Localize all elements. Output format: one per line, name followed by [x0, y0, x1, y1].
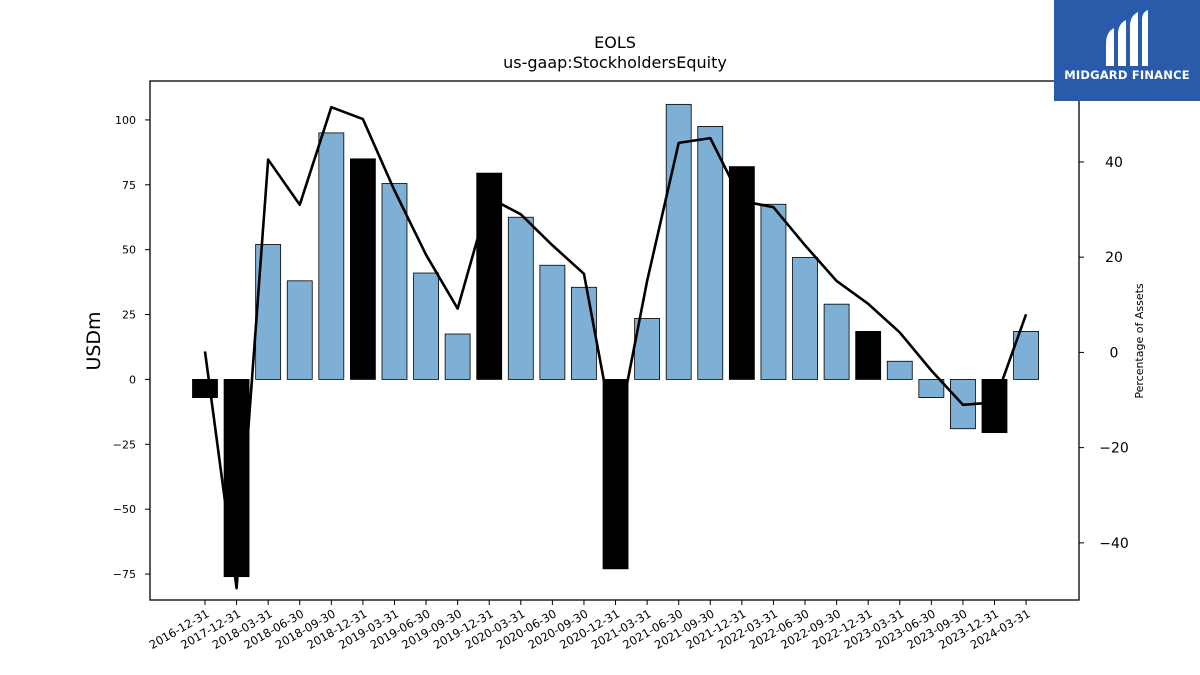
bar-2020-06-30 — [539, 264, 566, 380]
bar-2022-09-30 — [823, 303, 850, 380]
y-tick-label: −25 — [113, 438, 136, 451]
brand-logo: MIDGARD FINANCE — [1054, 0, 1200, 101]
brand-name: MIDGARD FINANCE — [1064, 68, 1190, 82]
midgard-logo-icon — [1106, 10, 1148, 66]
y2-tick-label: 0 — [1110, 345, 1119, 361]
y-tick-label: 0 — [129, 373, 136, 386]
y-tick-label: −50 — [113, 503, 136, 516]
bar-2019-06-30 — [413, 272, 439, 380]
bar-2020-03-31 — [507, 216, 534, 380]
y-tick-label: −75 — [113, 568, 136, 581]
chart-subtitle: us-gaap:StockholdersEquity — [503, 53, 727, 72]
bar-2020-09-30 — [571, 286, 597, 380]
bar-2018-09-30 — [318, 132, 345, 380]
y2-tick-label: −40 — [1099, 536, 1129, 552]
y-tick-label: 25 — [122, 309, 136, 322]
series-line-percentage-of-assets — [203, 105, 1028, 590]
bar-2021-06-30 — [665, 103, 692, 380]
y-tick-label: 75 — [122, 179, 136, 192]
plot-frame — [149, 80, 1080, 601]
bar-2023-03-31 — [886, 360, 913, 380]
bar-2022-12-31 — [855, 331, 882, 380]
bar-2019-09-30 — [444, 333, 471, 380]
bar-2023-06-30 — [918, 379, 945, 398]
bar-2023-12-31 — [981, 379, 1008, 434]
y2-axis-label: Percentage of Assets — [1133, 283, 1146, 399]
y2-tick-label: −20 — [1099, 441, 1129, 457]
bar-2018-06-30 — [286, 280, 313, 380]
bars-group — [192, 103, 1039, 578]
y2-axis-ticks: −40 −20 0 20 40 — [1079, 155, 1129, 552]
x-axis-ticks: 2016-12-312017-12-312018-03-312018-06-30… — [147, 600, 1033, 652]
y-axis-ticks: −75 −50 −25 0 25 50 75 100 — [113, 114, 150, 581]
bar-2021-09-30 — [697, 126, 724, 380]
y-tick-label: 100 — [115, 114, 136, 127]
y2-tick-label: 20 — [1105, 250, 1123, 266]
bar-2019-12-31 — [476, 172, 503, 380]
y2-tick-label: 40 — [1105, 155, 1123, 171]
bar-2022-06-30 — [792, 257, 818, 380]
bar-2019-03-31 — [381, 183, 408, 380]
chart-title: EOLS — [594, 33, 636, 52]
y-axis-label: USDm — [83, 311, 105, 370]
y-tick-label: 50 — [122, 244, 136, 257]
bar-2016-12-31 — [192, 379, 218, 398]
line-group — [203, 105, 1028, 590]
bar-2022-03-31 — [760, 203, 787, 380]
bar-2018-12-31 — [349, 158, 376, 380]
bar-2020-12-31 — [602, 379, 629, 570]
